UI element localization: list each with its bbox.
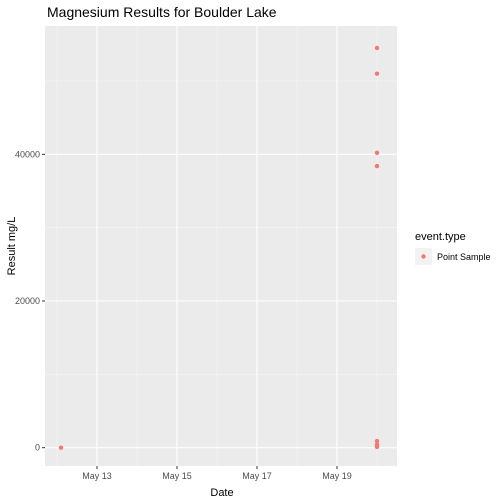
data-point <box>375 71 379 75</box>
x-tick-label: May 15 <box>162 471 192 481</box>
y-tick-label: 0 <box>35 443 40 453</box>
x-axis-title: Date <box>210 487 233 499</box>
y-tick-label: 20000 <box>15 296 40 306</box>
legend-title: event.type <box>415 231 466 243</box>
legend-point-icon <box>421 254 425 258</box>
data-point <box>375 445 379 449</box>
x-tick-label: May 13 <box>82 471 112 481</box>
y-axis: 0 20000 40000 <box>15 149 45 452</box>
x-axis: May 13 May 15 May 17 May 19 <box>82 466 352 481</box>
legend: event.type Point Sample <box>415 231 491 265</box>
chart-title: Magnesium Results for Boulder Lake <box>47 4 277 20</box>
plot-panel <box>45 26 397 466</box>
legend-item-label: Point Sample <box>437 252 491 262</box>
data-point <box>375 164 379 168</box>
data-point <box>375 151 379 155</box>
data-point <box>375 46 379 50</box>
data-point <box>59 445 63 449</box>
y-tick-label: 40000 <box>15 149 40 159</box>
x-tick-label: May 19 <box>322 471 352 481</box>
y-axis-title: Result mg/L <box>6 217 18 276</box>
x-tick-label: May 17 <box>242 471 272 481</box>
